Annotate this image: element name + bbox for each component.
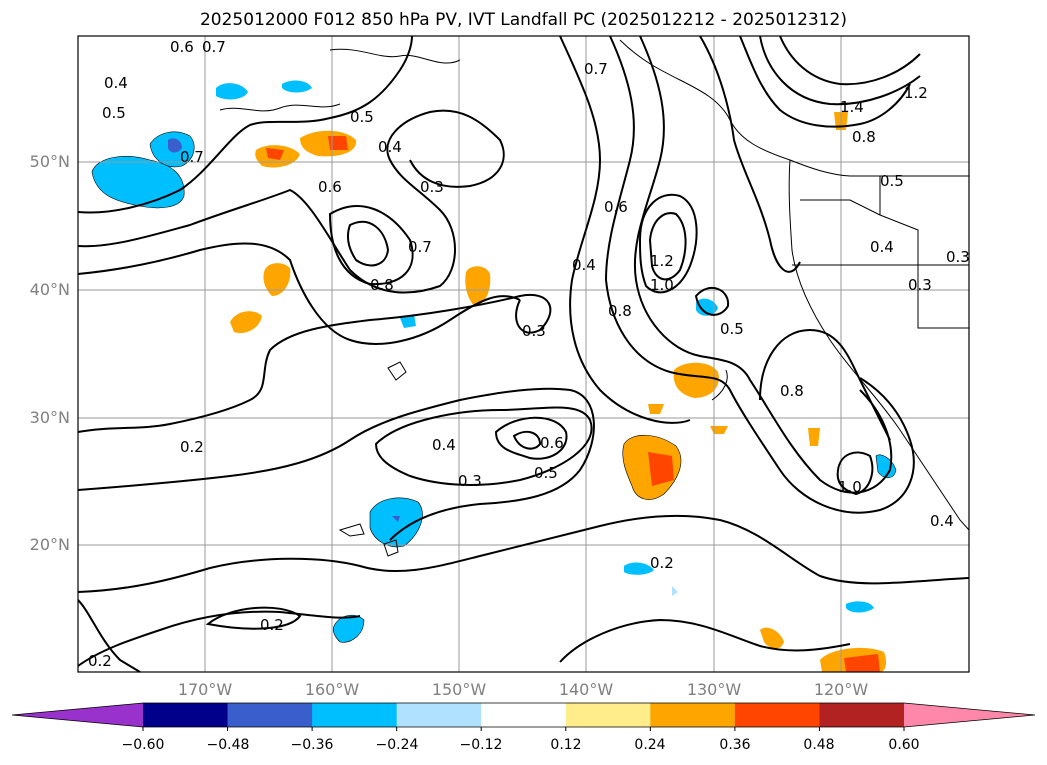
lon-label: 150°W — [431, 680, 487, 699]
contour-label: 0.5 — [534, 464, 558, 482]
map-title: 2025012000 F012 850 hPa PV, IVT Landfall… — [199, 10, 847, 30]
contour-label: 0.4 — [870, 238, 894, 256]
contour-label: 0.7 — [202, 38, 226, 56]
contour-label: 0.2 — [650, 554, 674, 572]
colorbar-segment — [396, 703, 482, 727]
colorbar-segment — [481, 703, 567, 727]
colorbar-tick-label: 0.24 — [634, 737, 666, 753]
contour-label: 0.5 — [720, 320, 744, 338]
contour-label: 0.6 — [170, 38, 194, 56]
contour-label: 0.4 — [378, 138, 402, 156]
colorbar-tick-label: −0.36 — [290, 737, 334, 753]
contour-label: 0.7 — [180, 148, 204, 166]
contour-label: 0.3 — [522, 322, 546, 340]
contour-label: 0.4 — [432, 436, 456, 454]
contour-label: 0.7 — [408, 238, 432, 256]
pv-contours — [77, 35, 970, 673]
lon-label: 120°W — [813, 680, 869, 699]
colorbar-tick-label: −0.12 — [459, 737, 503, 753]
contour-label: 0.2 — [88, 652, 112, 670]
colorbar-tick-label: 0.36 — [719, 737, 751, 753]
map-area — [78, 36, 969, 672]
contour-label: 0.8 — [780, 382, 804, 400]
contour-label: 1.4 — [840, 98, 864, 116]
lon-label: 140°W — [558, 680, 614, 699]
colorbar-segment — [565, 703, 651, 727]
contour-label: 0.4 — [572, 256, 596, 274]
contour-label: 0.3 — [946, 248, 970, 266]
contour-label: 0.2 — [180, 438, 204, 456]
contour-label: 0.3 — [908, 276, 932, 294]
contour-label: 0.6 — [604, 198, 628, 216]
colorbar-segment — [734, 703, 820, 727]
lat-label: 30°N — [29, 408, 70, 427]
contour-label: 1.2 — [650, 252, 674, 270]
colorbar-segment — [819, 703, 905, 727]
lon-label: 130°W — [686, 680, 742, 699]
negative-shading — [91, 80, 897, 643]
contour-label: 0.5 — [880, 172, 904, 190]
contour-label: 0.8 — [852, 128, 876, 146]
colorbar-extend-high — [904, 703, 1035, 727]
lat-label: 40°N — [29, 280, 70, 299]
colorbar-segment — [143, 703, 229, 727]
colorbar-extend-low — [12, 703, 143, 727]
contour-label: 1.0 — [650, 276, 674, 294]
colorbar-tick-label: 0.12 — [550, 737, 582, 753]
lon-label: 160°W — [304, 680, 360, 699]
colorbar-segment — [227, 703, 313, 727]
colorbar-tick-label: 0.60 — [888, 737, 920, 753]
contour-label: 0.3 — [458, 472, 482, 490]
contour-label: 0.8 — [608, 302, 632, 320]
colorbar-segment — [650, 703, 736, 727]
contour-label: 0.6 — [318, 178, 342, 196]
contour-label: 0.7 — [584, 60, 608, 78]
colorbar-segment — [312, 703, 398, 727]
contour-label: 1.0 — [838, 478, 862, 496]
lon-label: 170°W — [177, 680, 233, 699]
contour-label-group: 0.7 0.6 0.4 0.5 0.7 0.5 0.4 0.6 0.3 0.7 … — [88, 38, 970, 670]
contour-label: 0.4 — [104, 74, 128, 92]
colorbar-tick-label: 0.48 — [803, 737, 835, 753]
colorbar-tick-label: −0.48 — [206, 737, 250, 753]
colorbar-tick-label: −0.24 — [375, 737, 419, 753]
contour-label: 0.6 — [540, 434, 564, 452]
lat-label: 20°N — [29, 535, 70, 554]
colorbar — [11, 702, 1036, 731]
contour-label: 0.4 — [930, 512, 954, 530]
contour-label: 0.2 — [260, 616, 284, 634]
map-frame — [77, 35, 970, 673]
colorbar-outline — [11, 702, 1036, 728]
contour-label: 0.3 — [420, 178, 444, 196]
contour-label: 0.5 — [350, 108, 374, 126]
colorbar-tick-label: −0.60 — [121, 737, 165, 753]
contour-label: 0.5 — [102, 104, 126, 122]
lat-label: 50°N — [29, 152, 70, 171]
contour-label: 0.8 — [370, 276, 394, 294]
contour-label: 1.2 — [904, 84, 928, 102]
